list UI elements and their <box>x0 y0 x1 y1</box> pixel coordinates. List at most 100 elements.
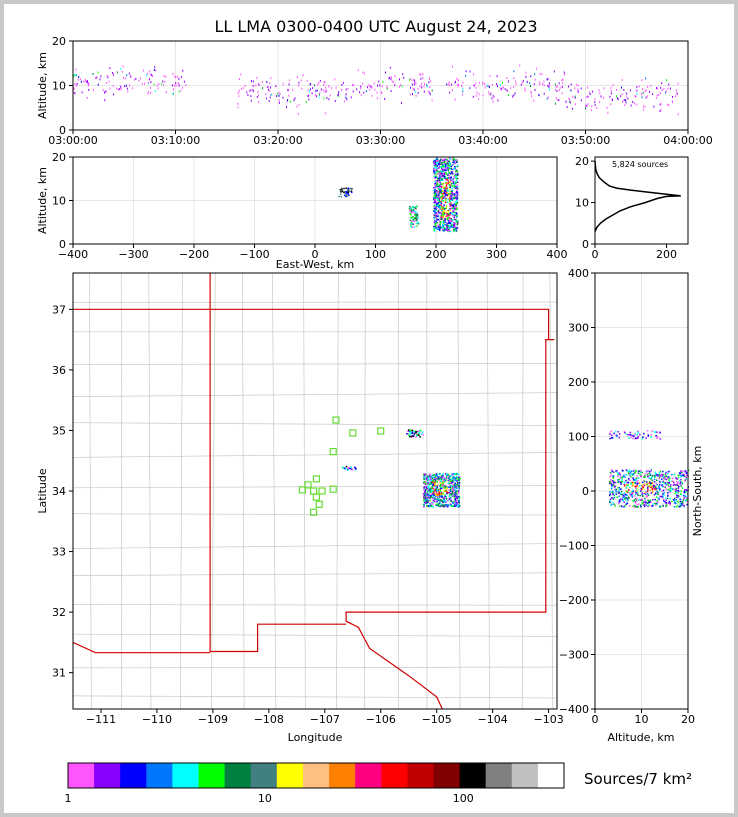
time-source-point <box>326 97 328 100</box>
ew-source-point <box>435 203 438 206</box>
map-source-point <box>445 478 447 480</box>
time-source-point <box>533 83 535 86</box>
time-source-point <box>647 95 649 98</box>
ew-source-point <box>456 161 458 163</box>
ew-source-point <box>413 226 416 228</box>
ns-source-point <box>657 501 659 503</box>
ns-source-point <box>645 481 648 483</box>
time-source-point <box>514 92 516 95</box>
time-source-point <box>526 80 528 83</box>
map-source-point <box>435 496 437 498</box>
ew-source-point <box>437 211 440 213</box>
time-source-point <box>73 74 75 77</box>
county-line <box>180 273 183 709</box>
time-source-point <box>512 95 514 98</box>
ns-source-point <box>651 476 653 479</box>
ns-tick-label: −300 <box>559 649 589 662</box>
ns-source-point <box>668 500 671 503</box>
time-source-point <box>270 86 272 89</box>
map-source-point <box>452 490 454 492</box>
time-source-point <box>297 76 298 79</box>
ew-source-point <box>442 215 444 218</box>
ns-source-point <box>683 497 685 499</box>
map-source-point <box>443 480 446 483</box>
time-source-point <box>177 75 179 78</box>
ew-source-point <box>408 207 411 210</box>
time-source-point <box>377 84 378 87</box>
ns-source-point <box>620 490 623 493</box>
map-source-point <box>433 492 436 495</box>
time-source-point <box>129 75 131 78</box>
map-source-point <box>451 488 454 490</box>
map-source-point <box>429 479 431 482</box>
ns-source-point <box>634 478 637 481</box>
ns-source-point <box>678 472 681 474</box>
time-source-point <box>548 83 550 86</box>
map-source-point <box>455 484 458 487</box>
time-source-point <box>239 78 240 80</box>
map-source-point <box>425 485 428 487</box>
time-source-point <box>412 93 413 96</box>
ew-source-point <box>442 213 444 215</box>
time-source-point <box>513 94 515 97</box>
ew-source-point <box>453 160 455 162</box>
ns-source-point <box>631 473 634 476</box>
ns-source-point <box>654 492 657 495</box>
map-source-point <box>430 495 432 497</box>
ns-source-point <box>654 471 657 473</box>
map-source-point <box>442 486 444 488</box>
map-source-point <box>432 487 435 490</box>
ns-source-point <box>661 496 663 498</box>
time-source-point <box>122 65 124 68</box>
ns-source-point <box>684 470 687 472</box>
ns-source-point <box>644 500 647 502</box>
ew-source-point <box>445 191 447 193</box>
ns-source-point <box>683 475 686 477</box>
time-tick-label: 03:30:00 <box>356 134 405 147</box>
time-source-point <box>144 82 145 85</box>
time-source-point <box>279 92 281 95</box>
time-source-point <box>539 73 541 76</box>
time-source-point <box>671 100 673 103</box>
ns-source-point <box>651 482 654 484</box>
ns-source-point <box>630 483 632 485</box>
time-source-point <box>610 86 612 89</box>
lon-tick-label: −107 <box>310 713 340 726</box>
map-source-point <box>445 498 448 500</box>
map-source-point <box>414 430 416 433</box>
time-source-point <box>616 97 618 100</box>
map-source-point <box>435 504 437 506</box>
ew-source-point <box>433 195 436 197</box>
ew-source-point <box>416 225 418 227</box>
ew-source-point <box>436 165 439 167</box>
ns-source-point <box>684 479 686 481</box>
ew-source-point <box>437 210 440 212</box>
time-source-point <box>277 93 279 96</box>
ew-source-point <box>409 210 411 212</box>
ew-source-point <box>442 206 445 209</box>
ns-source-point <box>641 438 643 440</box>
map-group <box>73 273 557 709</box>
ns-source-point <box>662 493 664 495</box>
ew-source-point <box>455 169 458 171</box>
time-source-point <box>476 91 478 94</box>
ns-source-point <box>649 481 651 483</box>
ns-source-point <box>624 476 626 478</box>
ew-source-point <box>412 210 415 213</box>
time-source-point <box>180 76 182 79</box>
ew-source-point <box>444 224 446 226</box>
time-source-point <box>385 71 386 74</box>
ns-source-point <box>672 498 675 501</box>
ns-source-point <box>616 471 619 473</box>
map-source-point <box>431 476 434 478</box>
time-source-point <box>580 99 582 102</box>
time-source-point <box>83 80 85 83</box>
ns-source-point <box>641 498 643 500</box>
map-source-point <box>454 483 457 485</box>
ew-source-point <box>412 226 414 228</box>
time-source-point <box>563 71 565 74</box>
ew-source-point <box>434 173 436 175</box>
time-source-point <box>262 87 264 90</box>
time-source-point <box>244 84 246 87</box>
time-source-point <box>178 77 180 80</box>
